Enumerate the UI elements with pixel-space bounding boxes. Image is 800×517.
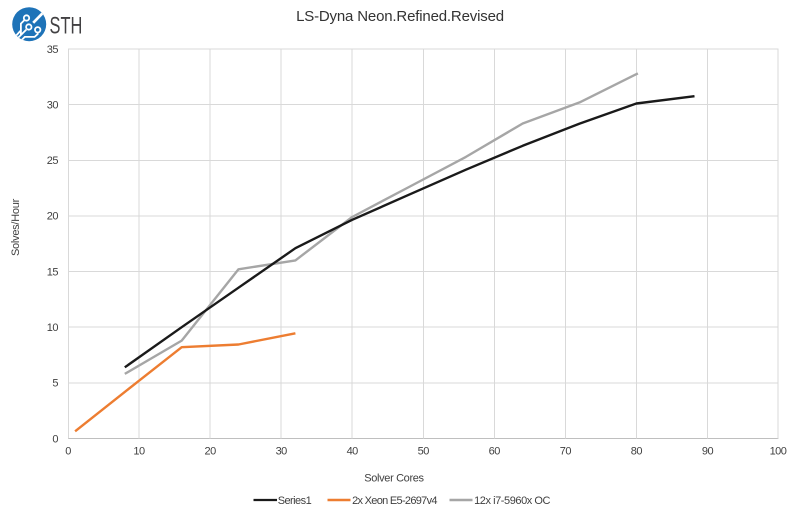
svg-text:20: 20 [204, 446, 216, 458]
svg-text:100: 100 [770, 446, 787, 458]
svg-text:0: 0 [65, 446, 71, 458]
svg-text:Solves/Hour: Solves/Hour [10, 198, 22, 256]
svg-text:70: 70 [560, 446, 572, 458]
svg-text:0: 0 [52, 433, 58, 445]
svg-text:20: 20 [47, 211, 59, 223]
svg-text:30: 30 [276, 446, 288, 458]
svg-text:Series1: Series1 [278, 495, 312, 507]
svg-text:25: 25 [47, 155, 59, 167]
svg-text:60: 60 [489, 446, 501, 458]
svg-text:STH: STH [50, 12, 83, 39]
svg-text:80: 80 [631, 446, 643, 458]
svg-text:90: 90 [702, 446, 714, 458]
svg-text:30: 30 [47, 99, 59, 111]
svg-text:2x Xeon E5-2697v4: 2x Xeon E5-2697v4 [352, 495, 437, 507]
svg-text:LS-Dyna Neon.Refined.Revised: LS-Dyna Neon.Refined.Revised [296, 8, 504, 25]
svg-text:35: 35 [47, 44, 59, 56]
svg-text:15: 15 [47, 266, 59, 278]
svg-text:5: 5 [52, 378, 58, 390]
svg-text:40: 40 [347, 446, 359, 458]
svg-text:12x i7-5960x OC: 12x i7-5960x OC [474, 495, 550, 507]
svg-text:Solver Cores: Solver Cores [364, 472, 424, 484]
svg-text:10: 10 [47, 322, 59, 334]
svg-text:50: 50 [418, 446, 430, 458]
svg-text:10: 10 [133, 446, 145, 458]
